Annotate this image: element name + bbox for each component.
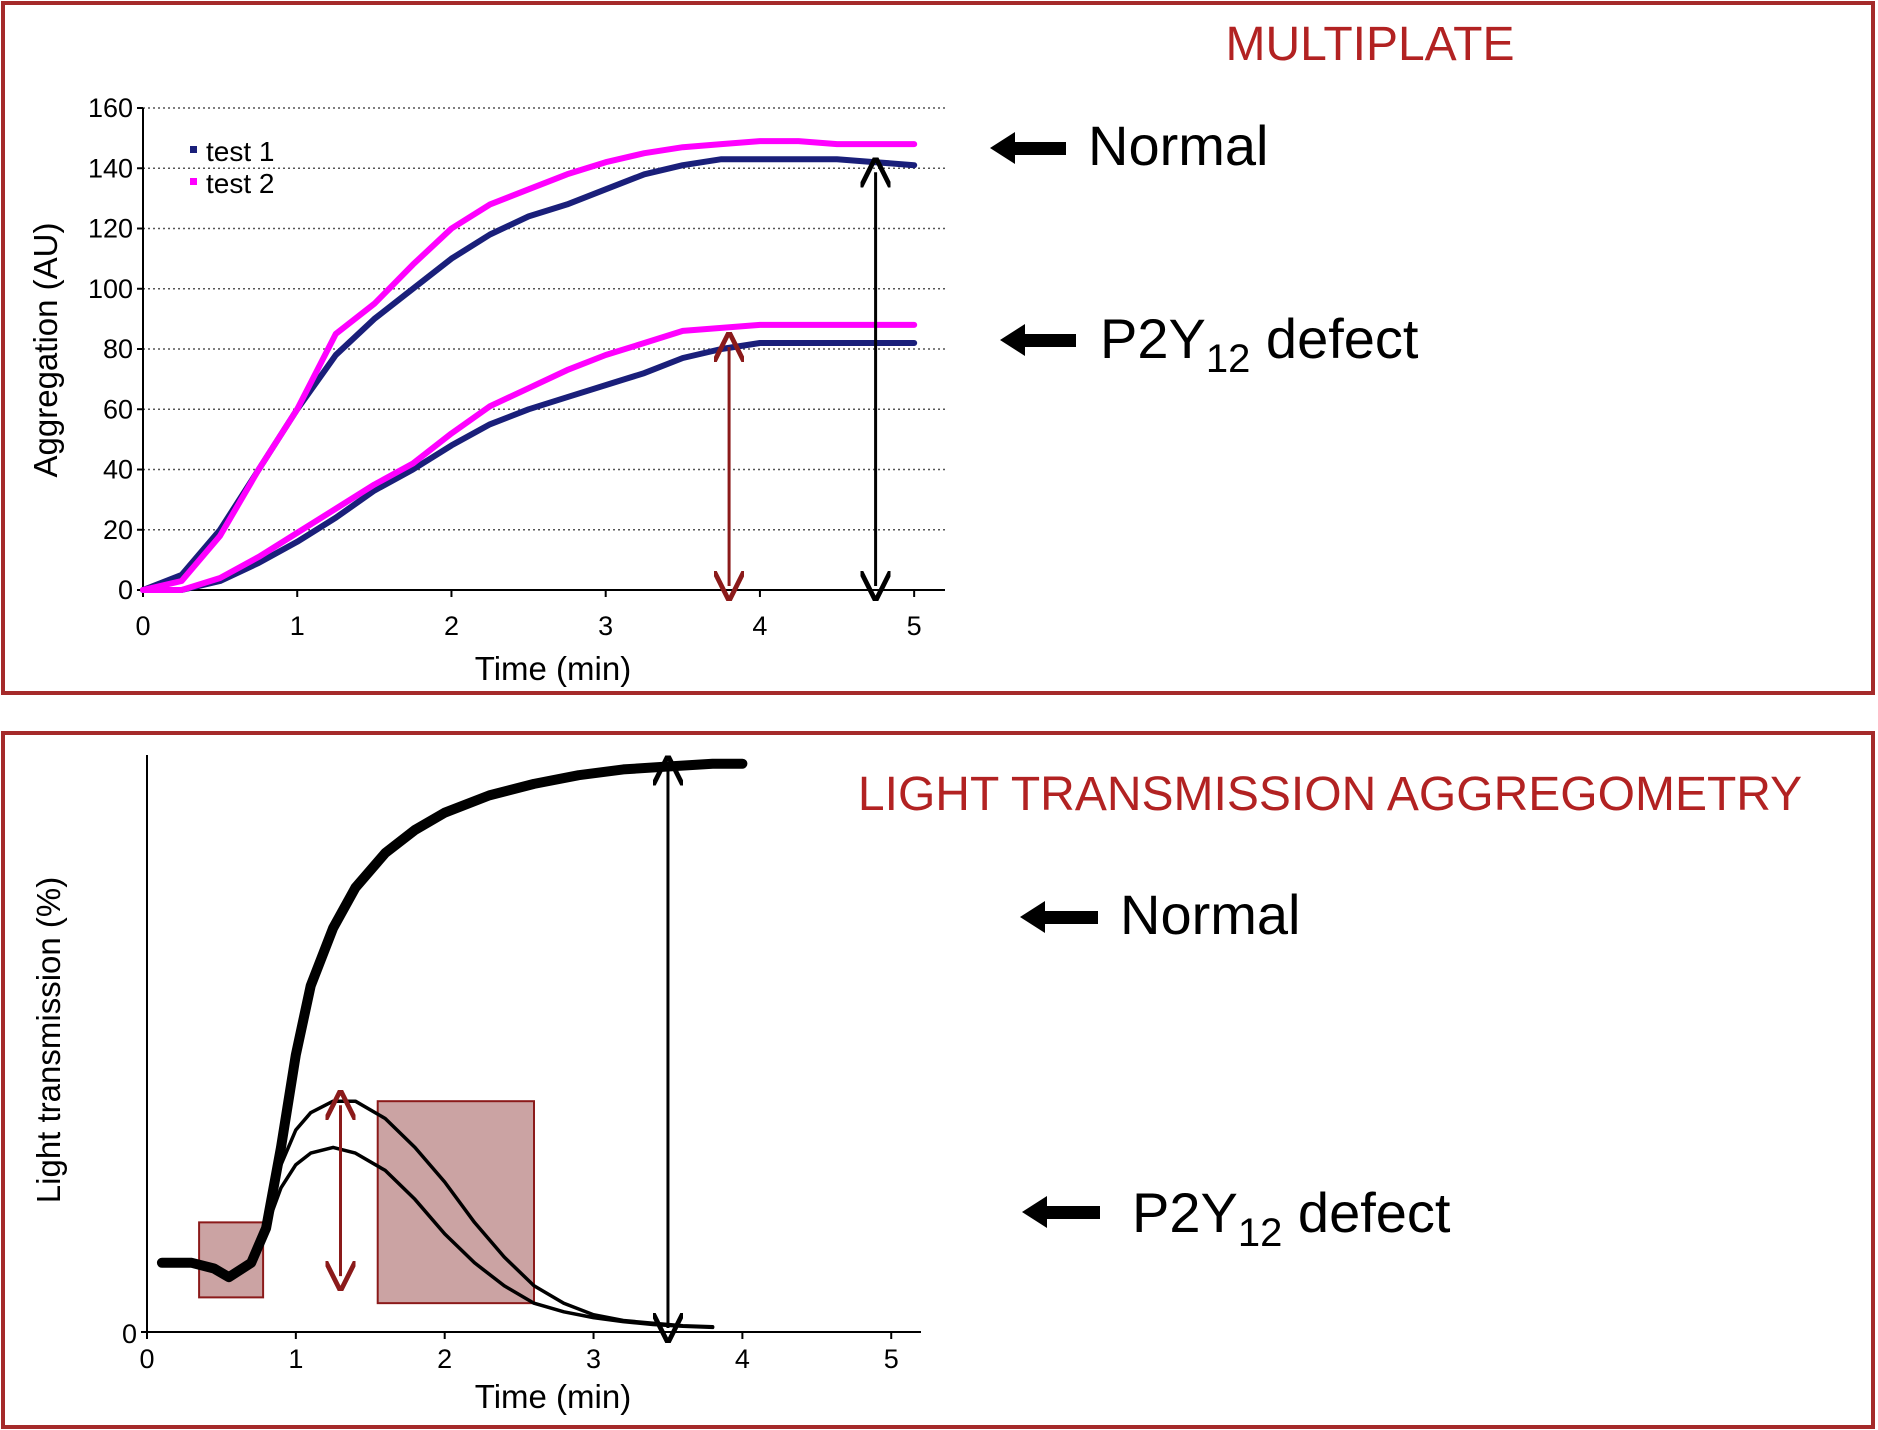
- x-tick-label: 4: [735, 1344, 750, 1374]
- legend-label-test1: test 1: [206, 136, 274, 167]
- y-tick-label: 80: [103, 334, 133, 364]
- chart1-xlabel: Time (min): [475, 650, 631, 687]
- annotation-label-normal: Normal: [1120, 883, 1300, 946]
- y-tick-label: 120: [88, 214, 133, 244]
- chart2-ylabel: Light transmission (%): [30, 877, 67, 1203]
- chart2-highlights: [198, 1100, 536, 1305]
- panel-frame-lta: [1, 731, 1875, 1429]
- legend-swatch-test1: [190, 146, 197, 153]
- highlight-box: [198, 1221, 265, 1299]
- x-tick-label: 5: [907, 611, 922, 641]
- panel-title-multiplate: MULTIPLATE: [1226, 18, 1515, 71]
- chart1-annotation-normal: Normal: [990, 114, 1268, 177]
- chart2-series: [156, 758, 748, 1330]
- chart2-axes: [141, 755, 921, 1339]
- series-line: [140, 138, 918, 593]
- y-tick-label: 100: [88, 274, 133, 304]
- annotation-label-p2y12: P2Y12 defect: [1100, 307, 1419, 381]
- chart1-arrows: [729, 172, 876, 586]
- legend-swatch-test2: [190, 178, 197, 185]
- left-arrow-icon: [1020, 901, 1098, 933]
- chart2-annotation-normal: Normal: [1020, 883, 1300, 946]
- chart1-ylabel: Aggregation (AU): [27, 223, 64, 478]
- annotation-main: P2Y: [1100, 307, 1206, 370]
- y-tick-label: 140: [88, 153, 133, 183]
- chart1-gridlines: [143, 107, 945, 531]
- y-tick-label: 0: [122, 1319, 137, 1349]
- chart1-annotation-p2y12: P2Y12 defect: [1000, 307, 1419, 381]
- chart2-arrows: [341, 771, 668, 1328]
- x-tick-label: 0: [135, 611, 150, 641]
- chart2-annotation-p2y12: P2Y12 defect: [1022, 1181, 1451, 1255]
- chart1-tick-labels: 0 20 40 60 80 100 120 140 160 0 1 2 3 4 5: [88, 93, 922, 641]
- annotation-tail: defect: [1282, 1181, 1451, 1244]
- x-tick-label: 5: [884, 1344, 899, 1374]
- legend-label-test2: test 2: [206, 168, 274, 199]
- chart2-xlabel: Time (min): [475, 1378, 631, 1415]
- x-tick-label: 1: [288, 1344, 303, 1374]
- chart1-series: [140, 138, 918, 593]
- y-tick-label: 40: [103, 455, 133, 485]
- left-arrow-icon: [990, 132, 1066, 164]
- annotation-tail: defect: [1250, 307, 1419, 370]
- x-tick-label: 4: [752, 611, 767, 641]
- panel-title-lta: LIGHT TRANSMISSION AGGREGOMETRY: [858, 768, 1802, 821]
- x-tick-label: 3: [586, 1344, 601, 1374]
- y-tick-label: 160: [88, 93, 133, 123]
- annotation-label-normal: Normal: [1088, 114, 1268, 177]
- series-line: [160, 1099, 715, 1329]
- y-tick-label: 0: [118, 575, 133, 605]
- series-line: [140, 340, 918, 593]
- x-tick-label: 2: [444, 611, 459, 641]
- y-tick-label: 20: [103, 515, 133, 545]
- x-tick-label: 3: [598, 611, 613, 641]
- highlight-box: [376, 1100, 536, 1305]
- x-tick-label: 1: [290, 611, 305, 641]
- chart2-tick-labels: 00 1 2 3 4 5: [122, 1319, 899, 1374]
- x-tick-label: 0: [139, 1344, 154, 1374]
- annotation-main: P2Y: [1132, 1181, 1238, 1244]
- left-arrow-icon: [1022, 1196, 1100, 1228]
- annotation-label-p2y12: P2Y12 defect: [1132, 1181, 1451, 1255]
- left-arrow-icon: [1000, 324, 1076, 356]
- chart1-axes: [137, 107, 945, 597]
- y-tick-label: 60: [103, 394, 133, 424]
- annotation-subscript: 12: [1206, 337, 1251, 381]
- series-line: [140, 321, 918, 593]
- annotation-subscript: 12: [1238, 1211, 1283, 1255]
- series-line: [140, 156, 918, 593]
- chart1-legend: test 1 test 2: [190, 136, 274, 199]
- x-tick-label: 2: [437, 1344, 452, 1374]
- panel-frame-multiplate: [1, 1, 1875, 695]
